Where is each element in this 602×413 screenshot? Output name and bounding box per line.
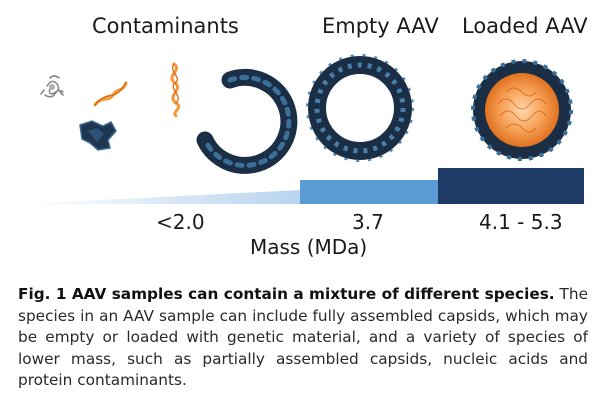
loaded-aav-heading: Loaded AAV [462, 14, 588, 38]
figure-caption: Fig. 1 AAV samples can contain a mixture… [18, 284, 588, 392]
mass-scale-bar [22, 168, 584, 204]
caption-body: The species in an AAV sample can include… [18, 285, 588, 389]
scale-segment-low [22, 190, 300, 204]
empty-capsid-icon [306, 54, 414, 162]
nucleic-acid-helix-icon-2 [170, 62, 181, 118]
empty-aav-heading: Empty AAV [322, 14, 439, 38]
caption-title: Fig. 1 AAV samples can contain a mixture… [18, 285, 555, 303]
scale-segment-high [438, 168, 584, 204]
mass-label-high: 4.1 - 5.3 [479, 210, 563, 234]
nucleic-acid-helix-icon [93, 81, 128, 107]
scale-segment-mid [300, 180, 438, 204]
protein-structure-icon [40, 75, 64, 98]
axis-label: Mass (MDa) [250, 235, 368, 259]
partial-capsid-icon [196, 68, 298, 174]
mass-label-mid: 3.7 [352, 210, 384, 234]
capsid-fragment-icon [79, 120, 117, 151]
contaminants-heading: Contaminants [92, 14, 239, 38]
mass-label-low: <2.0 [156, 210, 205, 234]
loaded-capsid-icon [471, 59, 573, 161]
